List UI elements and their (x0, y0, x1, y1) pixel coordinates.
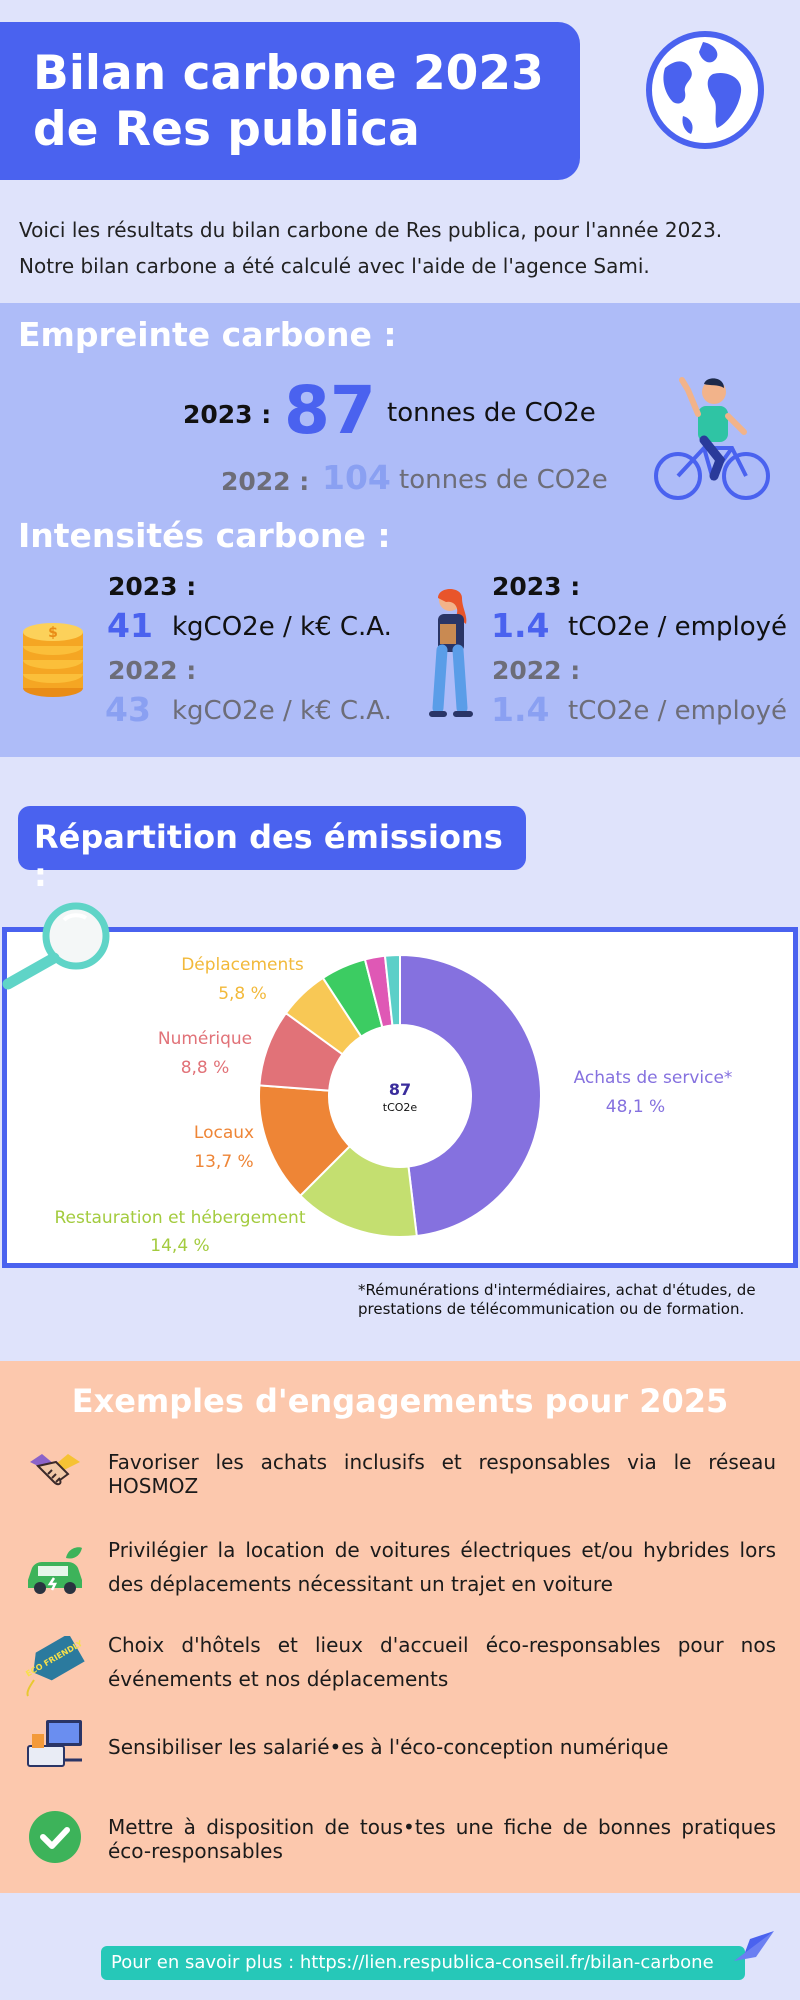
footnote-line-2: prestations de télécommunication ou de f… (358, 1300, 745, 1318)
slice-pct-restauration: 14,4 % (150, 1236, 210, 1256)
engagements-heading: Exemples d'engagements pour 2025 (71, 1382, 729, 1420)
footprint-section (0, 303, 800, 757)
intensity-revenue-2023-value: 41 (107, 606, 153, 645)
check-icon (29, 1811, 81, 1863)
intensity-employee-2023-value: 1.4 (491, 606, 550, 645)
intro-line-2: Notre bilan carbone a été calculé avec l… (19, 254, 650, 278)
footprint-2023-unit: tonnes de CO2e (387, 398, 596, 428)
cyclist-icon (654, 377, 770, 500)
intensity-revenue-2023-unit: kgCO2e / k€ C.A. (172, 612, 392, 642)
engagement-item-4: Sensibiliser les salarié•es à l'éco-conc… (108, 1735, 669, 1759)
intensity-revenue-2022-unit: kgCO2e / k€ C.A. (172, 696, 392, 726)
footprint-2022-unit: tonnes de CO2e (399, 465, 608, 495)
footprint-2023-label: 2023 : (183, 400, 272, 429)
intensity-employee-2023-label: 2023 : (492, 572, 581, 601)
footprint-2022-label: 2022 : (221, 467, 310, 496)
intensity-heading: Intensités carbone : (18, 516, 391, 555)
slice-label-numerique: Numérique (157, 1029, 253, 1049)
intensity-employee-2022-unit: tCO2e / employé (568, 696, 787, 726)
chart-footnote: *Rémunérations d'intermédiaires, achat d… (358, 1281, 778, 1319)
slice-pct-numerique: 8,8 % (180, 1058, 230, 1078)
footnote-line-1: *Rémunérations d'intermédiaires, achat d… (358, 1281, 756, 1299)
intro-text: Voici les résultats du bilan carbone de … (19, 212, 779, 284)
engagement-item-3: Choix d'hôtels et lieux d'accueil éco-re… (108, 1633, 776, 1691)
intensity-revenue-2023-label: 2023 : (108, 572, 197, 601)
more-info-link[interactable]: Pour en savoir plus : https://lien.respu… (101, 1946, 745, 1980)
repartition-heading: Répartition des émissions : (18, 806, 526, 894)
slice-label-restauration: Restauration et hébergement (54, 1208, 306, 1228)
title-banner: Bilan carbone 2023 de Res publica (0, 22, 580, 180)
engagement-item-5: Mettre à disposition de tous•tes une fic… (108, 1815, 776, 1863)
intro-line-1: Voici les résultats du bilan carbone de … (19, 218, 723, 242)
coins-icon: $ (23, 623, 83, 697)
handshake-icon (30, 1454, 80, 1486)
svg-text:$: $ (48, 625, 58, 641)
engagements-section (0, 1361, 800, 1893)
footprint-2023-value: 87 (284, 372, 376, 449)
slice-pct-deplacements: 5,8 % (218, 984, 267, 1004)
pointer-arrow-icon (734, 1931, 774, 1961)
intensity-revenue-2022-label: 2022 : (108, 656, 197, 685)
page-title-line2: de Res publica (33, 102, 420, 157)
chart-center-value: 87 (388, 1080, 412, 1099)
electric-car-icon (28, 1547, 82, 1594)
slice-label-deplacements: Déplacements (181, 955, 304, 975)
intensity-revenue-2022-value: 43 (105, 690, 151, 729)
slice-pct-achats: 48,1 % (605, 1097, 666, 1117)
computer-icon (27, 1720, 82, 1767)
slice-label-achats: Achats de service* (573, 1068, 733, 1088)
intensity-employee-2022-value: 1.4 (491, 690, 550, 729)
intensity-employee-2023-unit: tCO2e / employé (568, 612, 787, 642)
intensity-employee-2022-label: 2022 : (492, 656, 581, 685)
globe-icon (646, 31, 764, 149)
page-title-line1: Bilan carbone 2023 (33, 46, 544, 101)
chart-center-unit: tCO2e (382, 1101, 418, 1114)
slice-label-locaux: Locaux (193, 1123, 255, 1143)
engagement-item-1: Favoriser les achats inclusifs et respon… (108, 1450, 776, 1498)
eco-tag-icon: ECO FRIENDLY (24, 1636, 85, 1697)
slice-pct-locaux: 13,7 % (194, 1152, 254, 1172)
engagement-item-2: Privilégier la location de voitures élec… (108, 1538, 776, 1596)
footprint-2022-value: 104 (322, 458, 391, 497)
footprint-heading: Empreinte carbone : (18, 315, 397, 354)
magnifier-icon (2, 902, 110, 990)
employee-icon (429, 589, 473, 717)
